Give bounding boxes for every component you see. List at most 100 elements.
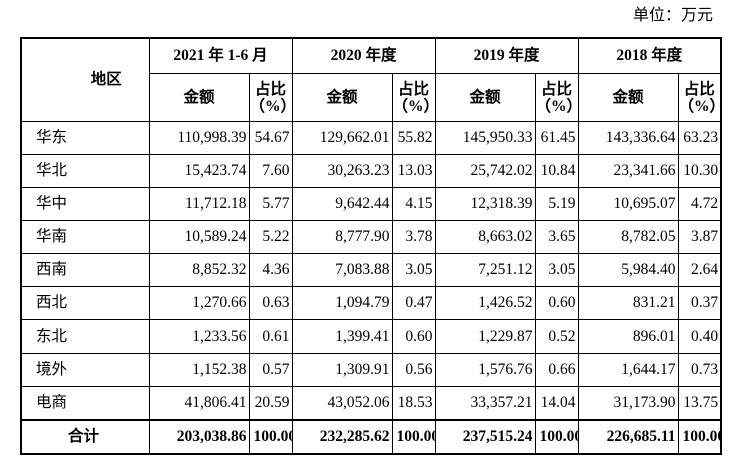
ratio-cell: 4.15	[391, 187, 436, 222]
ratio-cell: 4.72	[677, 187, 722, 222]
amount-cell: 1,644.17	[577, 352, 679, 387]
region-cell: 华南	[20, 220, 150, 255]
amount-cell: 12,318.39	[434, 187, 536, 222]
total-row: 合计 203,038.86 100.00 232,285.62 100.00 2…	[20, 418, 722, 455]
amount-cell: 831.21	[577, 286, 679, 321]
ratio-cell: 13.03	[391, 154, 436, 189]
ratio-cell: 0.61	[248, 319, 293, 354]
ratio-cell: 0.52	[534, 319, 579, 354]
amount-cell: 7,083.88	[291, 253, 393, 288]
ratio-cell: 3.05	[534, 253, 579, 288]
ratio-cell: 0.57	[248, 352, 293, 387]
ratio-cell: 13.75	[677, 385, 722, 421]
amount-cell: 1,229.87	[434, 319, 536, 354]
amount-cell: 31,173.90	[577, 385, 679, 421]
table-row: 华中 11,712.18 5.77 9,642.44 4.15 12,318.3…	[20, 187, 722, 222]
ratio-cell: 5.22	[248, 220, 293, 255]
ratio-cell: 0.47	[391, 286, 436, 321]
amount-cell: 25,742.02	[434, 154, 536, 189]
amount-cell: 8,777.90	[291, 220, 393, 255]
amount-cell: 1,399.41	[291, 319, 393, 354]
ratio-cell: 5.19	[534, 187, 579, 222]
table-row: 华东 110,998.39 54.67 129,662.01 55.82 145…	[20, 120, 722, 156]
ratio-cell: 0.63	[248, 286, 293, 321]
total-label: 合计	[20, 418, 150, 455]
table-row: 境外 1,152.38 0.57 1,309.91 0.56 1,576.76 …	[20, 352, 722, 387]
ratio-cell: 0.37	[677, 286, 722, 321]
amount-cell: 1,094.79	[291, 286, 393, 321]
table-row: 西北 1,270.66 0.63 1,094.79 0.47 1,426.52 …	[20, 286, 722, 321]
ratio-cell: 0.56	[391, 352, 436, 387]
amount-cell: 41,806.41	[148, 385, 250, 421]
ratio-cell: 3.87	[677, 220, 722, 255]
total-ratio-cell: 100.00	[534, 418, 579, 455]
amount-cell: 1,233.56	[148, 319, 250, 354]
ratio-cell: 7.60	[248, 154, 293, 189]
amount-cell: 143,336.64	[577, 120, 679, 156]
ratio-cell: 5.77	[248, 187, 293, 222]
amount-cell: 5,984.40	[577, 253, 679, 288]
ratio-cell: 2.64	[677, 253, 722, 288]
header-row-metrics: 金额 占比 （%） 金额 占比 （%） 金额 占比 （%） 金额 占比 （%）	[21, 73, 722, 122]
amount-cell: 8,663.02	[434, 220, 536, 255]
ratio-cell: 63.23	[677, 120, 722, 156]
total-ratio-cell: 100.00	[391, 418, 436, 455]
ratio-cell: 54.67	[248, 120, 293, 156]
amount-cell: 30,263.23	[291, 154, 393, 189]
region-cell: 华东	[20, 120, 150, 156]
period-header-2021h1: 2021 年 1-6 月	[148, 37, 293, 74]
table-row: 东北 1,233.56 0.61 1,399.41 0.60 1,229.87 …	[20, 319, 722, 354]
amount-cell: 129,662.01	[291, 120, 393, 156]
ratio-cell: 20.59	[248, 385, 293, 421]
total-ratio-cell: 100.00	[248, 418, 293, 455]
ratio-header: 占比 （%）	[248, 73, 293, 122]
period-header-2019: 2019 年度	[434, 37, 579, 74]
table-row: 电商 41,806.41 20.59 43,052.06 18.53 33,35…	[20, 385, 722, 421]
ratio-cell: 55.82	[391, 120, 436, 156]
amount-cell: 7,251.12	[434, 253, 536, 288]
total-amount-cell: 203,038.86	[148, 418, 250, 455]
region-revenue-table: 地区 2021 年 1-6 月 2020 年度 2019 年度 2018 年度 …	[20, 37, 723, 455]
region-cell: 东北	[20, 319, 150, 354]
amount-cell: 11,712.18	[148, 187, 250, 222]
amount-cell: 110,998.39	[148, 120, 250, 156]
amount-header: 金额	[291, 73, 393, 122]
amount-cell: 8,782.05	[577, 220, 679, 255]
total-amount-cell: 232,285.62	[291, 418, 393, 455]
period-header-2020: 2020 年度	[291, 37, 436, 74]
ratio-cell: 0.60	[534, 286, 579, 321]
ratio-cell: 10.84	[534, 154, 579, 189]
table-row: 西南 8,852.32 4.36 7,083.88 3.05 7,251.12 …	[20, 253, 722, 288]
ratio-cell: 61.45	[534, 120, 579, 156]
ratio-cell: 10.30	[677, 154, 722, 189]
amount-cell: 23,341.66	[577, 154, 679, 189]
ratio-cell: 3.65	[534, 220, 579, 255]
ratio-cell: 4.36	[248, 253, 293, 288]
region-cell: 华中	[20, 187, 150, 222]
amount-cell: 9,642.44	[291, 187, 393, 222]
amount-cell: 1,576.76	[434, 352, 536, 387]
ratio-header: 占比 （%）	[391, 73, 436, 122]
unit-label: 单位：万元	[632, 7, 713, 24]
amount-cell: 1,309.91	[291, 352, 393, 387]
amount-cell: 15,423.74	[148, 154, 250, 189]
region-cell: 华北	[20, 154, 150, 189]
region-column-header: 地区	[20, 37, 150, 122]
amount-cell: 145,950.33	[434, 120, 536, 156]
ratio-cell: 3.05	[391, 253, 436, 288]
region-cell: 境外	[20, 352, 150, 387]
ratio-cell: 0.40	[677, 319, 722, 354]
amount-header: 金额	[577, 73, 679, 122]
amount-header: 金额	[148, 73, 250, 122]
amount-cell: 10,589.24	[148, 220, 250, 255]
amount-cell: 33,357.21	[434, 385, 536, 421]
ratio-cell: 3.78	[391, 220, 436, 255]
amount-cell: 10,695.07	[577, 187, 679, 222]
amount-cell: 1,270.66	[148, 286, 250, 321]
ratio-cell: 0.73	[677, 352, 722, 387]
period-header-2018: 2018 年度	[577, 37, 722, 74]
amount-cell: 896.01	[577, 319, 679, 354]
region-cell: 西北	[20, 286, 150, 321]
total-amount-cell: 237,515.24	[434, 418, 536, 455]
amount-cell: 1,152.38	[148, 352, 250, 387]
